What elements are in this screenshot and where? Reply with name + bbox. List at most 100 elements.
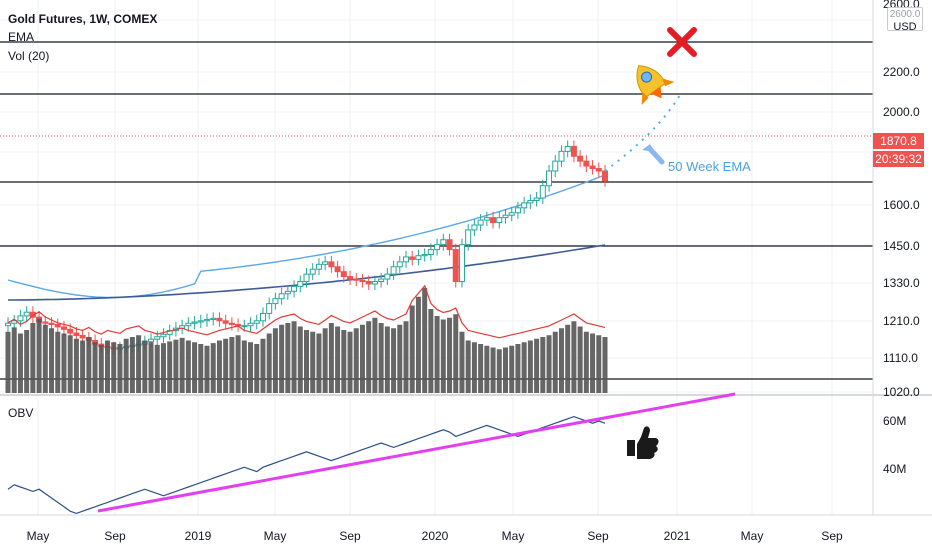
candle-body bbox=[483, 217, 490, 221]
candle-body bbox=[415, 255, 422, 260]
volume-bar bbox=[391, 328, 397, 393]
candle-body bbox=[278, 293, 285, 300]
volume-bar bbox=[17, 333, 23, 393]
candle-body bbox=[79, 335, 86, 339]
volume-bar bbox=[129, 337, 135, 393]
volume-bar bbox=[602, 337, 608, 393]
volume-bar bbox=[167, 341, 173, 393]
y-tick-label: 2600.0 bbox=[883, 0, 920, 11]
volume-bar bbox=[409, 305, 415, 393]
candle-body bbox=[197, 320, 204, 323]
x-tick-label: May bbox=[502, 529, 525, 543]
obv-pane bbox=[0, 392, 932, 515]
volume-bar bbox=[359, 324, 365, 393]
candle-body bbox=[403, 256, 409, 263]
candle-body bbox=[514, 207, 521, 214]
candle-body bbox=[490, 217, 497, 224]
volume-bar bbox=[558, 328, 564, 393]
volume-bar bbox=[434, 316, 440, 393]
axes: 2600.0 2200.0 2000.0 1600.0 1450.0 1330.0 1210… bbox=[0, 0, 932, 543]
candle-body bbox=[5, 322, 11, 327]
y-tick-label: 1450.0 bbox=[883, 239, 920, 253]
volume-bar bbox=[384, 326, 390, 393]
obv-line bbox=[7, 415, 606, 515]
volume-bar bbox=[98, 344, 104, 393]
volume-bar bbox=[254, 344, 260, 393]
volume-bar bbox=[422, 288, 428, 393]
candle-body bbox=[452, 249, 459, 282]
volume-bar bbox=[471, 342, 477, 393]
legend-ema: EMA bbox=[8, 30, 34, 44]
candle-body bbox=[384, 273, 391, 280]
volume-bar bbox=[515, 344, 521, 393]
volume-bar bbox=[478, 344, 484, 393]
x-mark-icon bbox=[667, 27, 697, 57]
candle-body bbox=[340, 271, 347, 278]
y-tick-label: 1330.0 bbox=[883, 276, 920, 290]
volume-bar bbox=[229, 337, 235, 393]
x-tick-label: Sep bbox=[339, 529, 361, 543]
candle-body bbox=[359, 279, 366, 282]
volume-bar bbox=[521, 342, 527, 393]
volume-bar bbox=[509, 345, 515, 393]
volume-bar bbox=[216, 340, 222, 393]
candle-body bbox=[54, 323, 61, 328]
candle-body bbox=[365, 280, 372, 285]
candle-body bbox=[595, 168, 602, 172]
volume-bar bbox=[534, 338, 540, 393]
volume-bar bbox=[105, 340, 110, 393]
candle-body bbox=[259, 312, 266, 322]
volume-bar bbox=[503, 347, 508, 393]
volume-bar bbox=[86, 337, 92, 393]
thumbs-up-icon bbox=[627, 426, 659, 459]
arrow-icon bbox=[642, 144, 665, 165]
candle-body bbox=[502, 214, 509, 219]
candle-body bbox=[303, 273, 310, 282]
candle-body bbox=[322, 261, 329, 265]
volume-bar bbox=[24, 330, 30, 393]
candle-body bbox=[60, 326, 67, 330]
ema-label: EMA bbox=[8, 30, 35, 44]
volume-bar bbox=[565, 324, 571, 393]
volume-bar bbox=[192, 342, 198, 393]
currency-badge[interactable]: 2600.0 USD bbox=[887, 7, 923, 33]
volume-bar bbox=[465, 340, 471, 393]
candle-body bbox=[583, 160, 590, 167]
volume-bar bbox=[55, 331, 61, 393]
volume-bar bbox=[428, 309, 434, 393]
candle-body bbox=[353, 278, 360, 281]
x-tick-label: Sep bbox=[821, 529, 843, 543]
candle-body bbox=[570, 145, 577, 157]
volume-bar bbox=[397, 324, 403, 393]
volume-bar bbox=[92, 342, 98, 393]
candle-body bbox=[558, 150, 565, 162]
volume-bar bbox=[198, 344, 204, 393]
countdown-tag: 20:39:32 bbox=[873, 151, 924, 167]
volume-bar bbox=[596, 335, 602, 393]
volume-bar bbox=[459, 331, 465, 393]
candle-body bbox=[527, 199, 534, 204]
candle-body bbox=[446, 239, 453, 251]
candle-body bbox=[154, 336, 161, 340]
volume-bar bbox=[185, 340, 191, 393]
volume-bar bbox=[142, 340, 148, 393]
candle-body bbox=[371, 280, 378, 285]
volume-bar bbox=[347, 331, 353, 393]
volume-bar bbox=[61, 333, 67, 393]
x-tick-label: Sep bbox=[104, 529, 126, 543]
volume-bar bbox=[490, 347, 496, 393]
candle-body bbox=[552, 160, 559, 172]
volume-bar bbox=[266, 333, 272, 393]
countdown-value: 20:39:32 bbox=[875, 152, 922, 166]
candles bbox=[5, 140, 608, 356]
volume-bar bbox=[36, 318, 42, 393]
x-tick-label: May bbox=[264, 529, 287, 543]
y-tick-label: 1600.0 bbox=[883, 198, 920, 212]
volume-bar bbox=[378, 323, 384, 393]
candle-body bbox=[48, 322, 55, 325]
symbol-title: Gold Futures, 1W, COMEX bbox=[8, 12, 158, 26]
candle-body bbox=[602, 170, 608, 182]
volume-label: Vol (20) bbox=[8, 49, 50, 63]
